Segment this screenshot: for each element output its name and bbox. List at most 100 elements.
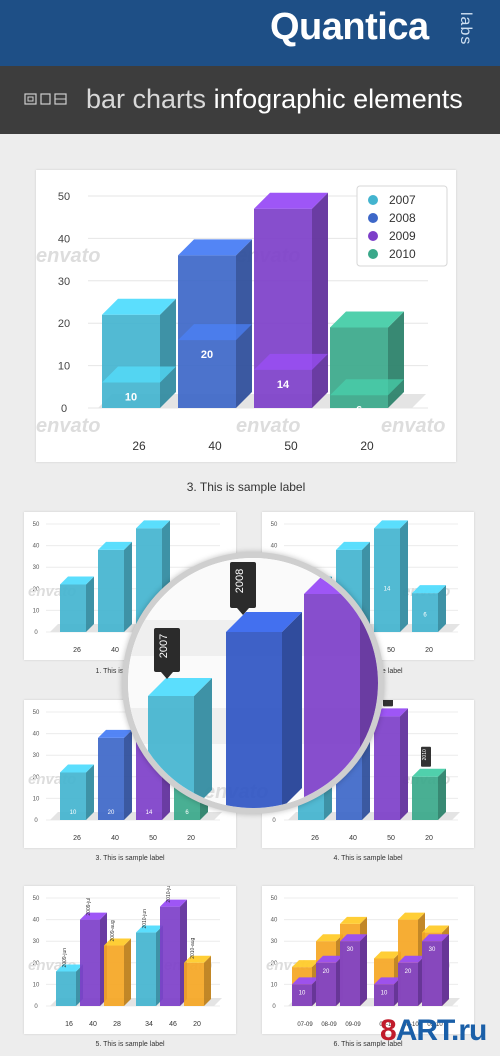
watermark-text: envato — [36, 415, 100, 437]
thumb-bar-front — [104, 945, 124, 1006]
thumb-bar-top — [136, 520, 170, 529]
thumb-rotated-label: 2010-aug — [190, 937, 196, 958]
thumb-inner-label: 14 — [146, 810, 153, 816]
thumb-bar — [60, 764, 94, 820]
legend-label: 2009 — [389, 229, 416, 243]
thumb-bar-low-front — [316, 962, 336, 1006]
thumb-bar-top-top — [398, 912, 425, 920]
thumb-bar-low-top — [316, 955, 343, 963]
thumb-category-label: 40 — [349, 835, 357, 842]
thumb-category-label: 08-10 — [403, 1022, 419, 1028]
thumb-ytick-label: 50 — [33, 710, 40, 716]
thumb-ytick-label: 40 — [271, 544, 278, 550]
thumb-bar-low-top — [422, 934, 449, 942]
thumb-category-label: 46 — [169, 1021, 177, 1028]
thumb-bar — [160, 899, 187, 1006]
main-bar-top — [330, 311, 404, 328]
main-bar — [178, 239, 252, 408]
thumb-bar-front — [80, 919, 100, 1006]
legend-swatch — [368, 195, 378, 205]
thumb-bar-top — [56, 964, 83, 972]
thumb-category-label: 50 — [387, 647, 395, 654]
thumb-bar-top-top — [292, 960, 319, 968]
thumb-category-label: 40 — [89, 1021, 97, 1028]
band-title: bar charts infographic elements — [86, 84, 463, 115]
thumb-bar-low-front — [374, 984, 394, 1006]
footer-logo: 8ART.ru — [380, 1014, 487, 1048]
thumb-bar-top — [160, 899, 187, 907]
thumb-bar-side — [438, 768, 446, 820]
thumb-bar-low-top — [340, 934, 367, 942]
thumb-ytick-label: 40 — [271, 918, 278, 924]
thumb-bar-top — [184, 955, 211, 963]
thumb-ytick-label: 0 — [34, 818, 38, 824]
main-bar-inner-label: 20 — [201, 349, 213, 361]
main-bar-front — [254, 208, 312, 408]
thumb-bar-low-top — [398, 955, 425, 963]
main-chart: 01020304050envatoenvatoenvatoenvatoenvat… — [36, 185, 448, 453]
thumb-category-label: 09-10 — [427, 1022, 443, 1028]
thumb-bar-low-front — [422, 941, 442, 1006]
thumb-ytick-label: 10 — [271, 982, 278, 988]
thumb-category-label: 40 — [111, 647, 119, 654]
thumb-category-label: 50 — [149, 835, 157, 842]
main-bar — [330, 311, 404, 408]
main-ytick-label: 50 — [58, 191, 70, 203]
thumb-bar-top — [412, 585, 446, 594]
main-ytick-label: 30 — [58, 276, 70, 288]
thumb-bar-front — [412, 593, 438, 632]
main-ytick-label: 40 — [58, 233, 70, 245]
thumb-bar-top — [80, 912, 107, 920]
thumb-ytick-label: 0 — [34, 630, 38, 636]
legend-box — [356, 185, 448, 267]
thumb-rotated-label: 2009-jun — [62, 948, 68, 968]
main-bar-top — [178, 239, 252, 256]
thumb-inner-label: 10 — [70, 810, 77, 816]
thumb-category-label: 20 — [193, 1021, 201, 1028]
thumb-ytick-label: 50 — [271, 896, 278, 902]
thumb-bar-low-front — [340, 941, 360, 1006]
thumb-tag — [383, 700, 393, 707]
thumb-bar-front — [412, 776, 438, 820]
thumb-ytick-label: 50 — [33, 896, 40, 902]
thumb-bar-front — [184, 962, 204, 1006]
thumb-bar-side — [400, 708, 408, 820]
thumb-bar — [374, 520, 408, 632]
thumb-ytick-label: 40 — [33, 544, 40, 550]
thumb-bar-low-side — [442, 934, 449, 1006]
thumb-bar-top — [104, 938, 131, 946]
thumb-ytick-label: 0 — [272, 1004, 276, 1010]
thumb-bar — [56, 964, 83, 1006]
thumb-bar-low — [374, 977, 401, 1006]
thumb-ytick-label: 40 — [33, 732, 40, 738]
thumb-bar-low — [316, 955, 343, 1006]
thumb-chart-5: 01020304050envatoenvato162009-jun402009-… — [28, 886, 222, 1028]
thumb-bar-top — [98, 541, 132, 550]
thumb-bar-side — [362, 541, 370, 632]
thumb-bar — [412, 585, 446, 632]
main-chart-caption: 3. This is sample label — [186, 480, 306, 494]
thumb-category-label: 20 — [425, 647, 433, 654]
thumb-bar-top-top — [340, 916, 367, 924]
main-category-label: 26 — [132, 439, 146, 453]
legend-label: 2008 — [389, 211, 416, 225]
thumb-bar — [374, 708, 408, 820]
thumb-tag — [421, 746, 431, 767]
main-ytick-label: 0 — [61, 403, 67, 415]
magnifier-tag-label: 2007 — [158, 634, 170, 658]
thumb-bar-side — [204, 955, 211, 1006]
main-bar-inner-level — [102, 366, 176, 383]
thumb-bar — [80, 912, 107, 1006]
magnifier-bar-front — [226, 632, 282, 808]
main-category-label: 20 — [360, 439, 374, 453]
main-bar-side — [236, 239, 252, 408]
thumb-rotated-label: 2010-jun — [142, 909, 148, 929]
magnifier-bar-top — [226, 612, 302, 632]
thumb-chart-6: 01020304050envatoenvato1007-092008-09300… — [266, 896, 460, 1028]
legend-label: 2007 — [389, 193, 416, 207]
thumb-inner-label: 14 — [384, 587, 391, 593]
main-bar — [102, 298, 176, 408]
thumb-inner-label: 20 — [323, 969, 330, 975]
thumb-ytick-label: 20 — [33, 961, 40, 967]
thumb-category-label: 16 — [65, 1021, 73, 1028]
